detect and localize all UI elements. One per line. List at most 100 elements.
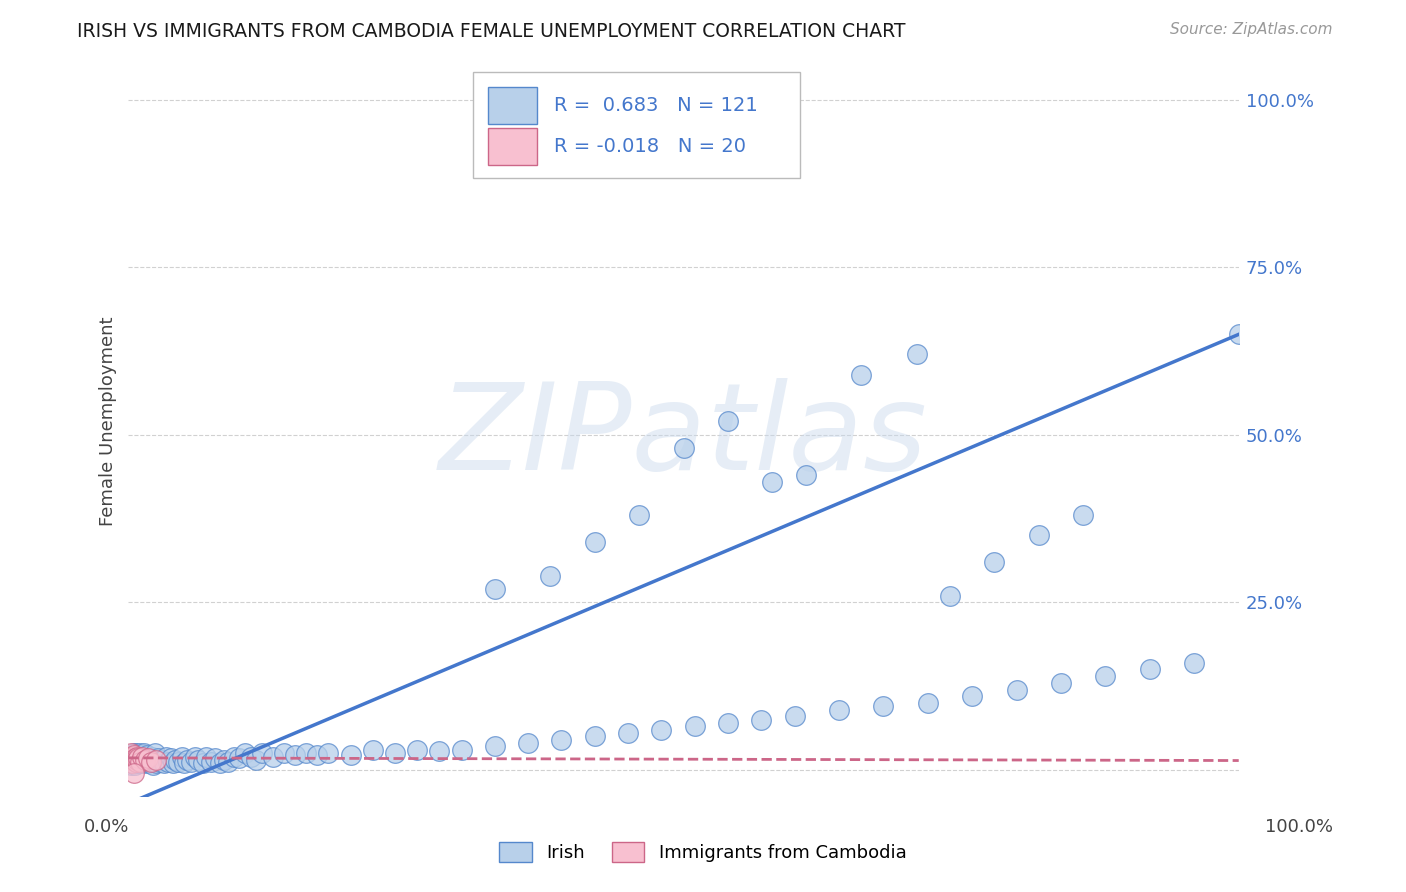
Point	[828, 703, 851, 717]
Point	[145, 753, 167, 767]
Point	[517, 736, 540, 750]
Point	[118, 749, 141, 764]
Point	[284, 748, 307, 763]
Point	[131, 748, 153, 763]
Point	[165, 753, 187, 767]
Point	[184, 749, 207, 764]
Point	[233, 746, 256, 760]
Point	[228, 751, 250, 765]
Point	[121, 754, 143, 768]
Point	[983, 555, 1005, 569]
Point	[170, 749, 193, 764]
Point	[122, 748, 145, 763]
Point	[136, 748, 159, 763]
Point	[157, 755, 180, 769]
Point	[187, 753, 209, 767]
Point	[138, 756, 160, 771]
Point	[484, 582, 506, 596]
Point	[127, 748, 149, 763]
Point	[155, 749, 177, 764]
Point	[127, 753, 149, 767]
Point	[318, 746, 340, 760]
Point	[122, 752, 145, 766]
Point	[121, 751, 143, 765]
Point	[127, 749, 149, 764]
Point	[121, 756, 143, 771]
Point	[118, 756, 141, 771]
Point	[132, 746, 155, 760]
Text: R =  0.683   N = 121: R = 0.683 N = 121	[554, 96, 758, 115]
Point	[129, 755, 152, 769]
Point	[176, 753, 198, 767]
Point	[250, 746, 273, 760]
Text: IRISH VS IMMIGRANTS FROM CAMBODIA FEMALE UNEMPLOYMENT CORRELATION CHART: IRISH VS IMMIGRANTS FROM CAMBODIA FEMALE…	[77, 22, 905, 41]
Point	[339, 748, 361, 763]
Point	[783, 709, 806, 723]
Point	[672, 442, 695, 456]
Point	[121, 749, 143, 764]
Point	[124, 753, 146, 767]
Point	[128, 746, 150, 760]
Point	[538, 568, 561, 582]
Point	[122, 746, 145, 760]
Point	[125, 755, 148, 769]
Point	[122, 751, 145, 765]
Point	[191, 756, 214, 771]
Point	[122, 755, 145, 769]
Point	[384, 746, 406, 760]
Point	[122, 766, 145, 780]
Point	[1139, 662, 1161, 676]
Point	[143, 753, 166, 767]
Point	[120, 753, 142, 767]
Text: R = -0.018   N = 20: R = -0.018 N = 20	[554, 137, 745, 156]
Legend: Irish, Immigrants from Cambodia: Irish, Immigrants from Cambodia	[492, 834, 914, 870]
Point	[128, 751, 150, 765]
Point	[245, 753, 267, 767]
Point	[872, 699, 894, 714]
Point	[129, 749, 152, 764]
Y-axis label: Female Unemployment: Female Unemployment	[100, 317, 117, 526]
Point	[122, 749, 145, 764]
Point	[583, 730, 606, 744]
Point	[180, 755, 202, 769]
Point	[717, 716, 740, 731]
Point	[127, 751, 149, 765]
Point	[1005, 682, 1028, 697]
Point	[617, 726, 640, 740]
Point	[427, 744, 450, 758]
Point	[273, 746, 295, 760]
Point	[120, 755, 142, 769]
Point	[794, 468, 817, 483]
Point	[239, 749, 262, 764]
Text: 100.0%: 100.0%	[1265, 818, 1333, 836]
Point	[200, 755, 222, 769]
Text: 0.0%: 0.0%	[84, 818, 129, 836]
Point	[939, 589, 962, 603]
Point	[139, 755, 162, 769]
Point	[307, 748, 329, 763]
Point	[122, 748, 145, 763]
Point	[150, 753, 173, 767]
Point	[134, 753, 156, 767]
Point	[683, 719, 706, 733]
Point	[124, 749, 146, 764]
Point	[159, 751, 181, 765]
Point	[361, 743, 384, 757]
Point	[262, 749, 284, 764]
Point	[121, 756, 143, 771]
Point	[851, 368, 873, 382]
Point	[212, 753, 235, 767]
Point	[125, 755, 148, 769]
Point	[167, 755, 190, 769]
Point	[122, 753, 145, 767]
Point	[628, 508, 651, 523]
Point	[125, 751, 148, 765]
Point	[153, 756, 176, 771]
Point	[132, 751, 155, 765]
Point	[139, 755, 162, 769]
FancyBboxPatch shape	[488, 87, 537, 124]
Point	[1050, 675, 1073, 690]
Point	[917, 696, 939, 710]
Point	[217, 755, 239, 769]
Point	[583, 535, 606, 549]
